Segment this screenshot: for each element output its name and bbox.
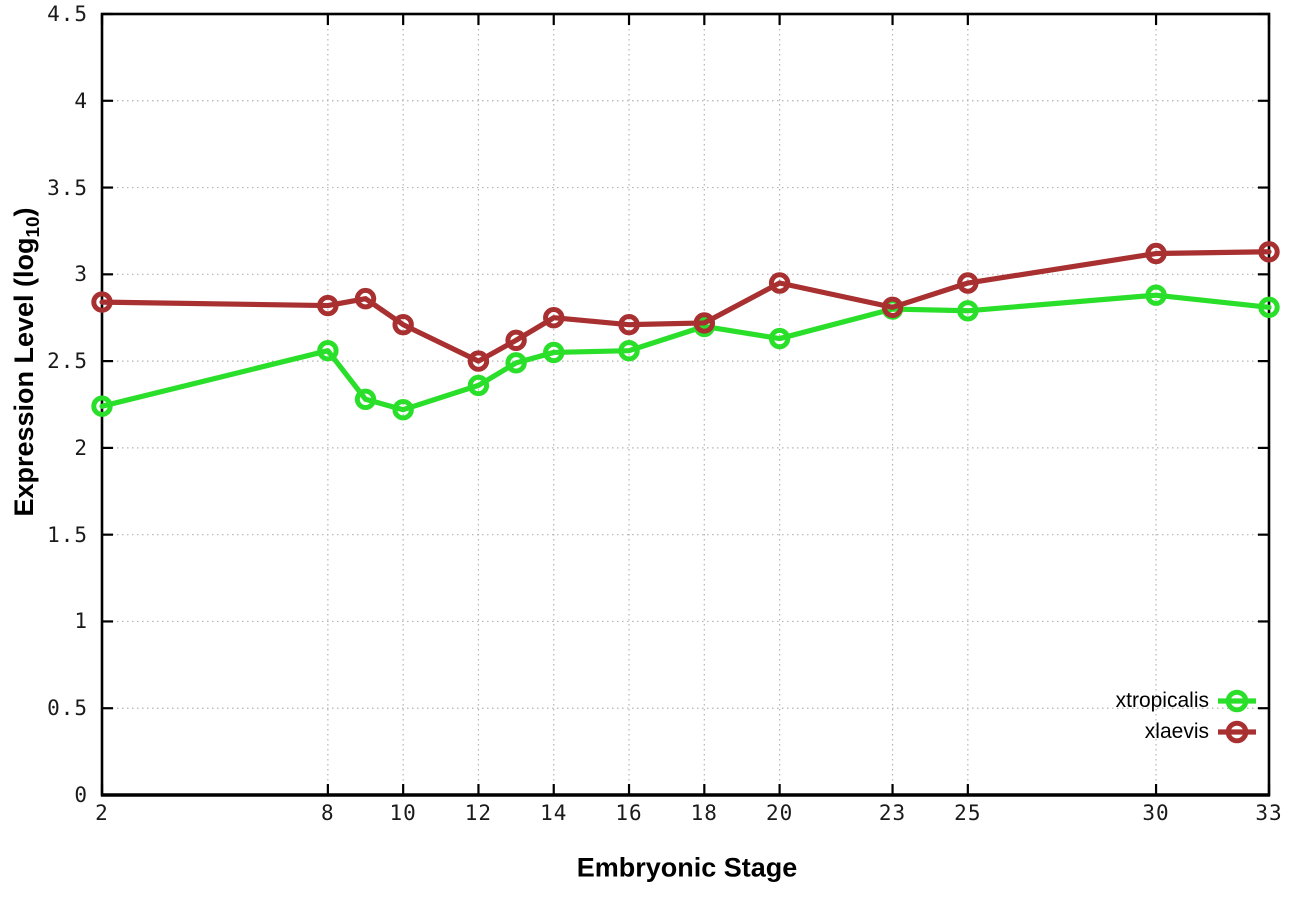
x-tick-label: 16 xyxy=(615,801,643,825)
x-tick-label: 8 xyxy=(321,801,335,825)
data-point-xlaevis xyxy=(467,350,490,372)
legend-label: xtropicalis xyxy=(1115,688,1209,712)
data-point-xlaevis xyxy=(505,329,527,351)
x-tick-label: 30 xyxy=(1142,801,1170,825)
legend-marker-icon xyxy=(1218,689,1256,712)
y-tick-label: 3 xyxy=(74,262,88,287)
data-point-xlaevis xyxy=(693,312,716,334)
legend-label: xlaevis xyxy=(1144,719,1209,743)
x-tick-label: 2 xyxy=(95,801,109,825)
data-point-xlaevis xyxy=(881,296,904,319)
legend-item-xtropicalis: xtropicalis xyxy=(1116,685,1256,716)
data-point-xtropicalis xyxy=(317,339,339,362)
data-point-xtropicalis xyxy=(467,374,490,397)
series-xlaevis-line xyxy=(99,249,1272,364)
data-point-xtropicalis xyxy=(354,388,377,410)
x-tick-label: 20 xyxy=(765,801,794,825)
x-tick-label: 25 xyxy=(954,801,982,825)
y-tick-label: 2.5 xyxy=(47,349,88,374)
y-tick-label: 0 xyxy=(74,783,88,807)
data-point-xlaevis xyxy=(354,287,377,310)
legend: xtropicalis xlaevis xyxy=(1116,685,1256,747)
x-tick-label: 33 xyxy=(1255,801,1283,825)
y-tick-label: 3.5 xyxy=(47,175,88,200)
data-point-xtropicalis xyxy=(505,352,527,374)
x-tick-label: 10 xyxy=(389,801,417,825)
x-tick-label: 23 xyxy=(878,801,907,825)
y-tick-label: 1 xyxy=(74,609,88,634)
plot-border xyxy=(100,12,1271,797)
data-point-xlaevis xyxy=(543,307,565,329)
data-point-xtropicalis xyxy=(1258,296,1280,319)
data-point-xtropicalis xyxy=(768,327,791,350)
legend-marker-icon xyxy=(1218,720,1256,743)
data-point-xtropicalis xyxy=(618,339,640,362)
x-tick-label: 18 xyxy=(690,801,718,825)
y-axis-title-close: ) xyxy=(8,207,39,217)
y-tick-label: 0.5 xyxy=(47,696,88,721)
data-point-xlaevis xyxy=(317,294,339,317)
y-tick-label: 4 xyxy=(74,88,88,113)
y-tick-label: 1.5 xyxy=(47,522,88,547)
data-point-xlaevis xyxy=(392,313,414,336)
x-tick-label: 12 xyxy=(464,801,493,825)
data-point-xlaevis xyxy=(618,313,640,336)
data-point-xtropicalis xyxy=(543,341,565,364)
x-axis-title: Embryonic Stage xyxy=(576,852,798,883)
series-xtropicalis-line xyxy=(99,292,1272,413)
y-tick-label: 4.5 xyxy=(47,2,88,26)
y-tick-label: 2 xyxy=(74,435,88,460)
y-axis-title-subscript: 10 xyxy=(23,216,45,238)
data-point-xtropicalis xyxy=(91,395,113,417)
data-point-xlaevis xyxy=(957,272,979,294)
data-point-xtropicalis xyxy=(1145,284,1167,306)
data-point-xlaevis xyxy=(91,291,113,313)
data-point-xlaevis xyxy=(1145,242,1167,265)
legend-item-xlaevis: xlaevis xyxy=(1116,716,1256,747)
data-point-xtropicalis xyxy=(957,300,979,322)
data-point-xtropicalis xyxy=(392,399,414,421)
x-tick-label: 14 xyxy=(540,801,568,825)
data-point-xlaevis xyxy=(768,272,791,294)
data-point-xlaevis xyxy=(1258,241,1280,263)
